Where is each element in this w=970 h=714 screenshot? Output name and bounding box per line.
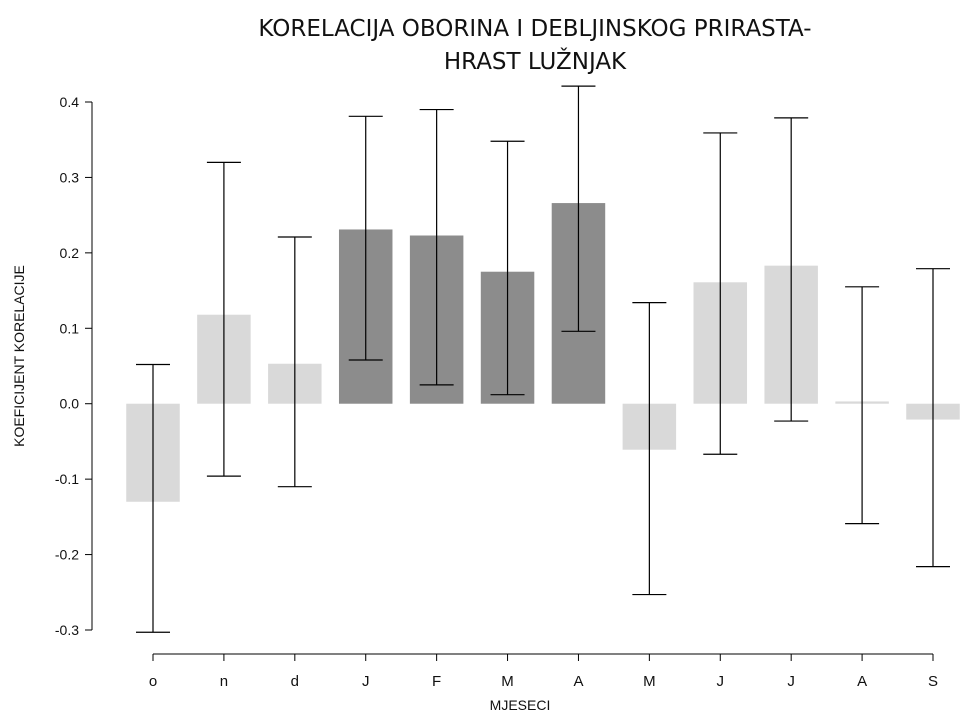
x-tick-label: M bbox=[501, 673, 514, 690]
chart-title-line-2: HRAST LUŽNJAK bbox=[443, 49, 627, 75]
x-tick-label: o bbox=[149, 673, 157, 690]
error-bar-10 bbox=[774, 117, 809, 422]
y-tick-label: 0.4 bbox=[60, 94, 80, 110]
error-bar-6 bbox=[490, 140, 525, 396]
x-tick-label: J bbox=[362, 673, 370, 690]
y-tick-label: -0.2 bbox=[55, 547, 79, 563]
y-axis-title: KOEFICIJENT KORELACIJE bbox=[11, 265, 27, 447]
error-bars-layer bbox=[136, 85, 950, 633]
error-bar-9 bbox=[703, 132, 738, 455]
error-bar-7 bbox=[561, 85, 596, 332]
y-tick-label: -0.3 bbox=[55, 622, 79, 638]
y-tick-label: 0.1 bbox=[60, 320, 80, 336]
x-tick-label: S bbox=[928, 673, 938, 690]
bars-layer bbox=[126, 203, 960, 502]
y-axis: -0.3 -0.2 -0.1 0.0 0.1 0.2 0.3 0.4 bbox=[55, 94, 93, 638]
x-tick-label: J bbox=[787, 673, 795, 690]
x-tick-label: J bbox=[717, 673, 725, 690]
error-bar-2 bbox=[206, 161, 241, 477]
error-bar-3 bbox=[277, 236, 312, 488]
x-tick-label: A bbox=[573, 673, 583, 690]
error-bar-5 bbox=[419, 108, 454, 386]
x-tick-label: n bbox=[220, 673, 228, 690]
x-tick-label: d bbox=[291, 673, 299, 690]
error-bar-1 bbox=[136, 363, 170, 633]
error-bar-4 bbox=[348, 115, 383, 361]
y-tick-label: 0.3 bbox=[60, 169, 80, 185]
y-tick-label: 0.0 bbox=[60, 396, 80, 412]
x-tick-label: A bbox=[857, 673, 867, 690]
x-tick-label: M bbox=[643, 673, 656, 690]
chart-title-line-1: KORELACIJA OBORINA I DEBLJINSKOG PRIRAST… bbox=[258, 16, 812, 42]
error-bar-11 bbox=[845, 286, 880, 525]
x-tick-label: F bbox=[432, 673, 441, 690]
y-tick-label: -0.1 bbox=[55, 471, 79, 487]
error-bar-12 bbox=[916, 268, 950, 568]
x-axis-title: MJESECI bbox=[490, 697, 551, 713]
error-bar-8 bbox=[632, 302, 667, 596]
y-tick-label: 0.2 bbox=[60, 245, 80, 261]
